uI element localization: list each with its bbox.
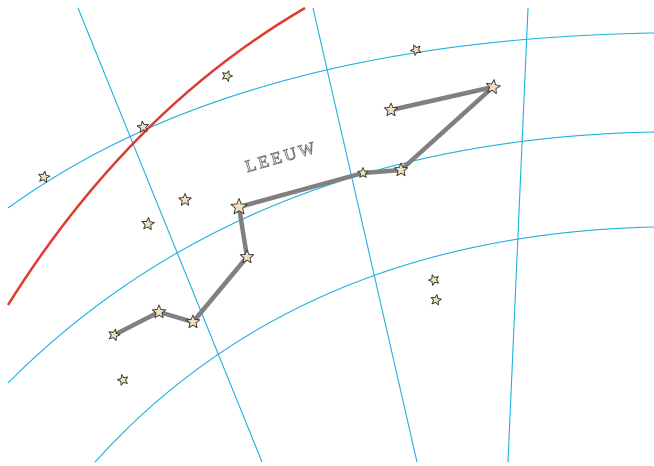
meridian (507, 7, 529, 463)
star (357, 167, 369, 178)
coordinate-grid (7, 7, 654, 463)
star (230, 198, 248, 215)
star (151, 304, 167, 319)
meridian (312, 7, 418, 463)
star (393, 162, 409, 177)
parallel (94, 226, 654, 463)
star (117, 374, 129, 386)
star (108, 328, 121, 342)
star (38, 170, 51, 183)
meridian (77, 7, 263, 463)
star (136, 120, 149, 133)
star (221, 70, 233, 82)
ecliptic (6, 6, 306, 306)
star (239, 249, 255, 264)
star (428, 274, 440, 286)
star (185, 314, 201, 329)
star (485, 79, 501, 95)
star (410, 44, 422, 56)
parallel (7, 32, 654, 209)
star (383, 102, 399, 117)
star (178, 193, 192, 206)
stars (38, 44, 501, 386)
parallel (7, 131, 654, 384)
star (430, 294, 442, 306)
star (141, 217, 155, 231)
